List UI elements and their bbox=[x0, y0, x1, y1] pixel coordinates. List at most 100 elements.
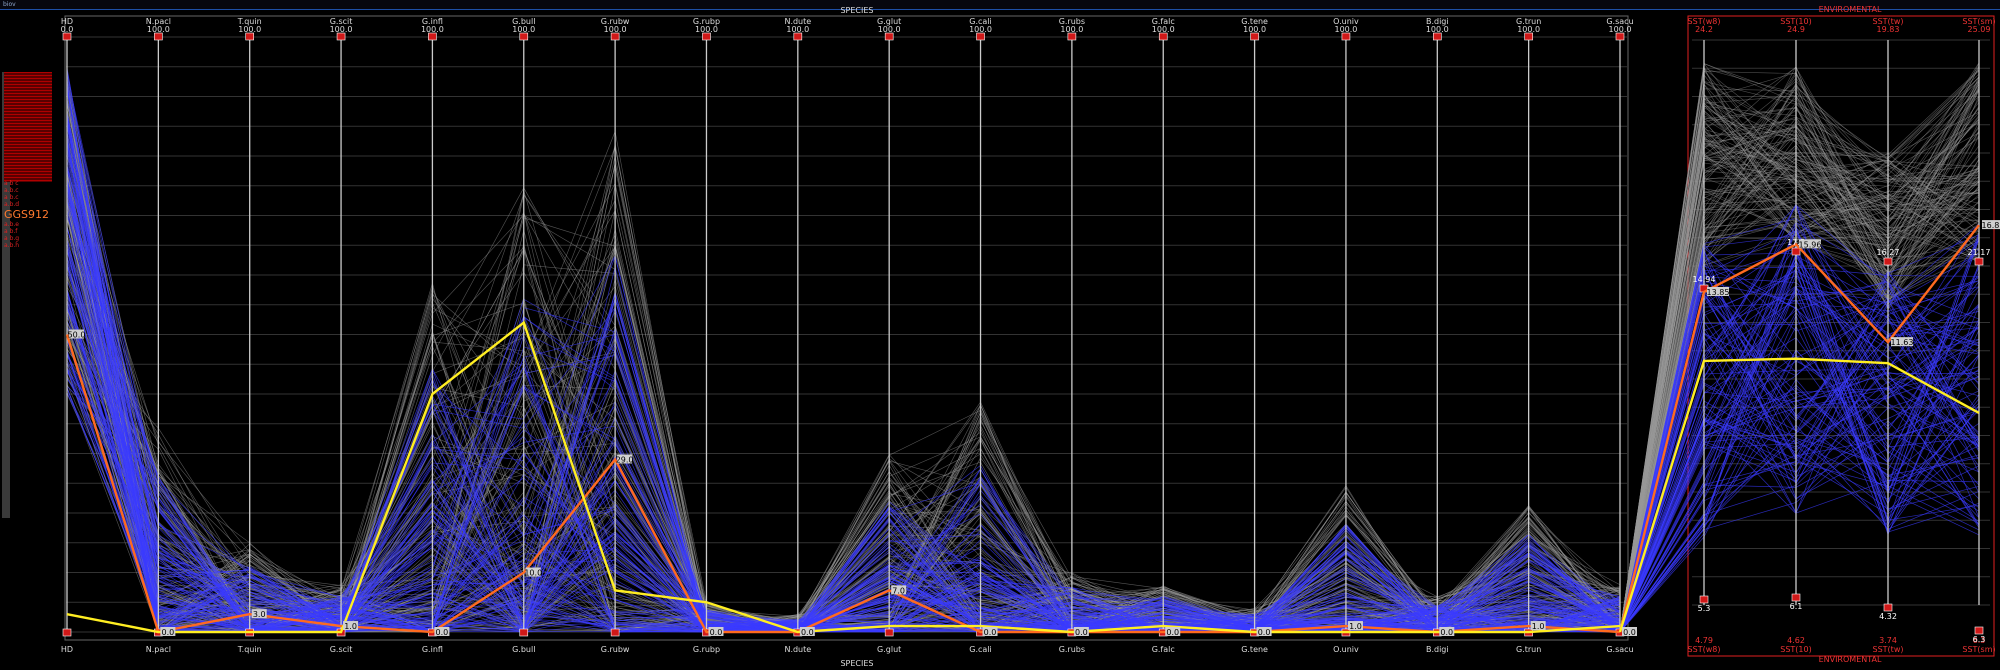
sidebar-scrollbar[interactable] bbox=[2, 72, 10, 518]
axis-name-T.quin: T.quin bbox=[237, 17, 262, 26]
value-label-box bbox=[1530, 621, 1546, 631]
env-bottom-handle[interactable] bbox=[1974, 626, 1984, 635]
env-bottom-title: ENVIROMENTAL bbox=[1819, 655, 1882, 664]
sample-sidebar[interactable]: a b c a.b.c a b.c a.b.d GGS912 a.b.e a b… bbox=[0, 70, 52, 520]
env-axis-min: 3.74 bbox=[1879, 636, 1897, 645]
selected-line bbox=[66, 144, 1621, 633]
env-axis-min: 4.62 bbox=[1787, 636, 1805, 645]
value-label: 0.0 bbox=[1623, 628, 1636, 637]
selected-line bbox=[66, 187, 1621, 633]
axes[interactable] bbox=[62, 32, 1625, 637]
axis-name-G.infl: G.infl bbox=[422, 17, 443, 26]
value-label-box bbox=[617, 454, 633, 464]
env-top-marker-label: 21.17 bbox=[1968, 248, 1991, 257]
sidebar-highlighted-label[interactable]: GGS912 bbox=[4, 208, 50, 221]
env-axis-name-top: SST(sm) bbox=[1962, 17, 1995, 26]
selected-line bbox=[66, 197, 1621, 633]
axis-top-handle[interactable] bbox=[1432, 32, 1442, 41]
axis-name-G.tene: G.tene bbox=[1241, 17, 1268, 26]
selected-line bbox=[66, 141, 1621, 633]
env-value-label-box bbox=[1982, 220, 2000, 230]
axis-top-handle[interactable] bbox=[245, 32, 255, 41]
value-label: 0.0 bbox=[161, 628, 174, 637]
sidebar-selection-block[interactable] bbox=[4, 72, 52, 182]
selected-line bbox=[66, 151, 1621, 633]
value-label: 0.0 bbox=[984, 628, 997, 637]
axis-top-handle[interactable] bbox=[62, 32, 72, 41]
sidebar-label[interactable]: a b.c bbox=[4, 194, 19, 201]
sidebar-label[interactable]: a.b.e bbox=[4, 221, 19, 228]
value-label: 0.0 bbox=[710, 628, 723, 637]
axis-bottom-handle[interactable] bbox=[519, 628, 529, 637]
axis-bottom-handle[interactable] bbox=[610, 628, 620, 637]
sidebar-label[interactable]: a.b.c bbox=[4, 187, 19, 194]
highlight-env-line-1 bbox=[1618, 357, 1980, 633]
axis-name-G.falc: G.falc bbox=[1152, 17, 1175, 26]
axis-top-handle[interactable] bbox=[154, 32, 163, 41]
sidebar-label[interactable]: a.b.h bbox=[4, 242, 20, 249]
sidebar-label[interactable]: a b.f bbox=[4, 228, 18, 235]
selected-line bbox=[66, 187, 1621, 633]
value-label-box bbox=[1622, 627, 1637, 636]
context-line bbox=[66, 81, 1621, 633]
axis-bottom-name-G.sacu: G.sacu bbox=[1606, 645, 1633, 654]
env-axis-name-bottom: SST(w8) bbox=[1688, 645, 1721, 654]
value-label-box bbox=[708, 627, 724, 636]
axis-top-handle[interactable] bbox=[1524, 32, 1533, 41]
axis-name-G.rubp: G.rubp bbox=[693, 17, 720, 26]
env-axes[interactable] bbox=[1699, 40, 1984, 635]
selected-line bbox=[66, 122, 1621, 633]
axis-top-handle[interactable] bbox=[976, 32, 985, 41]
axis-top-handle[interactable] bbox=[1067, 32, 1077, 41]
axis-max-G.rubp: 100.0 bbox=[695, 25, 718, 34]
axis-max-T.quin: 100.0 bbox=[238, 25, 261, 34]
context-line bbox=[66, 187, 1621, 632]
window-title: biov bbox=[3, 1, 16, 8]
axis-bottom-name-B.digi: B.digi bbox=[1426, 645, 1449, 654]
axis-top-handle[interactable] bbox=[702, 32, 711, 41]
value-label-box bbox=[1347, 621, 1363, 631]
axis-top-handle[interactable] bbox=[428, 32, 437, 41]
sidebar-label[interactable]: a b c bbox=[4, 180, 19, 187]
env-bottom-handle[interactable] bbox=[1791, 593, 1801, 602]
axis-bottom-handle[interactable] bbox=[62, 628, 72, 637]
env-top-handle[interactable] bbox=[1791, 247, 1801, 256]
axis-top-handle[interactable] bbox=[1615, 32, 1625, 41]
axis-top-handle[interactable] bbox=[336, 32, 346, 41]
selected-line bbox=[66, 377, 1621, 632]
axis-top-handle[interactable] bbox=[793, 32, 803, 41]
axis-top-handle[interactable] bbox=[519, 32, 529, 41]
selected-line bbox=[66, 120, 1621, 633]
axis-top-handle[interactable] bbox=[610, 32, 620, 41]
env-value-label: 15.96 bbox=[1799, 240, 1822, 249]
axis-bottom-handle[interactable] bbox=[884, 628, 894, 637]
context-line bbox=[66, 155, 1621, 632]
env-top-handle[interactable] bbox=[1883, 257, 1893, 266]
axis-top-handle[interactable] bbox=[884, 32, 894, 41]
value-label: 0.0 bbox=[1075, 628, 1088, 637]
value-label: 1.0 bbox=[1532, 622, 1545, 631]
sidebar-label-list[interactable]: a b c a.b.c a b.c a.b.d GGS912 a.b.e a b… bbox=[4, 180, 52, 249]
axis-top-handle[interactable] bbox=[1158, 32, 1168, 41]
value-label: 50.0 bbox=[68, 331, 86, 340]
selected-line bbox=[66, 80, 1621, 633]
env-axis-name-bottom: SST(sm) bbox=[1962, 645, 1995, 654]
sidebar-label[interactable]: a b.g bbox=[4, 235, 20, 242]
env-axis-name-top: SST(w8) bbox=[1688, 17, 1721, 26]
env-bottom-handle[interactable] bbox=[1883, 603, 1893, 612]
axis-name-G.scit: G.scit bbox=[330, 17, 353, 26]
env-top-handle[interactable] bbox=[1974, 257, 1984, 266]
axis-bottom-name-G.falc: G.falc bbox=[1152, 645, 1175, 654]
env-bottom-marker-label: 6.1 bbox=[1790, 602, 1803, 611]
species-title: SPECIES bbox=[840, 6, 873, 15]
axis-top-handle[interactable] bbox=[1341, 32, 1351, 41]
env-bottom-handle[interactable] bbox=[1699, 595, 1709, 604]
env-axis-name-bottom: SST(10) bbox=[1780, 645, 1811, 654]
context-line bbox=[66, 91, 1621, 633]
env-bottom-marker-label: 4.32 bbox=[1879, 612, 1897, 621]
axis-top-handle[interactable] bbox=[1250, 32, 1259, 41]
species-frame bbox=[64, 15, 1629, 641]
sidebar-label[interactable]: a.b.d bbox=[4, 201, 20, 208]
axis-bottom-name-G.glut: G.glut bbox=[877, 645, 901, 654]
